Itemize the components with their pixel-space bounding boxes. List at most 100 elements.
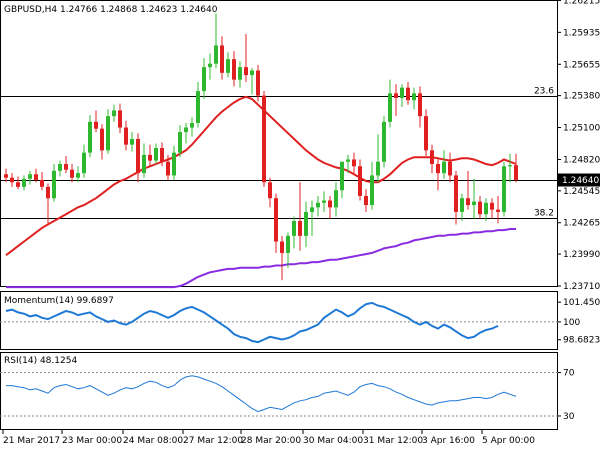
candle <box>82 144 86 178</box>
x-tick-label: 28 Mar 20:00 <box>241 436 301 446</box>
candle <box>490 198 494 219</box>
slow-ma-line <box>6 228 516 289</box>
candle <box>130 132 134 152</box>
candle <box>466 170 470 210</box>
y-tick-label: 1.23990 <box>563 250 600 260</box>
candle <box>304 201 308 248</box>
candle <box>364 189 368 212</box>
y-tick-label: 1.25655 <box>563 60 600 70</box>
momentum-line <box>5 301 499 344</box>
candle <box>178 125 182 158</box>
candle <box>58 160 62 177</box>
y-tick-label: 1.25100 <box>563 124 600 134</box>
rsi-title: RSI(14) 48.1254 <box>4 356 77 366</box>
candle <box>418 86 422 128</box>
candle <box>4 168 8 183</box>
candle <box>394 84 398 117</box>
candle <box>244 34 248 82</box>
candle <box>40 172 44 191</box>
candle <box>478 195 482 219</box>
y-tick-label: 1.24545 <box>563 187 600 197</box>
candle <box>358 159 362 201</box>
candle <box>310 200 314 236</box>
candle <box>184 122 188 144</box>
candle <box>64 156 68 174</box>
candle <box>10 173 14 187</box>
y-tick-label: 98.6823 <box>563 336 600 346</box>
candle <box>202 58 206 100</box>
candle <box>322 191 326 212</box>
candle <box>250 68 254 95</box>
chart-title: GBPUSD,H4 1.24766 1.24868 1.24623 1.2464… <box>4 5 218 15</box>
candle <box>16 176 20 190</box>
candle <box>424 109 428 157</box>
rsi-series <box>6 375 517 413</box>
x-tick-label: 30 Mar 04:00 <box>303 436 363 446</box>
candle <box>220 36 224 80</box>
candle <box>340 161 344 199</box>
candle <box>70 164 74 183</box>
y-tick-label: 30 <box>563 412 575 422</box>
candle <box>412 87 416 110</box>
candle <box>274 193 278 253</box>
candle <box>76 166 80 183</box>
current-price-label: 1.24640 <box>562 176 599 186</box>
y-tick-label: 1.26215 <box>563 0 600 6</box>
candle <box>400 84 404 108</box>
candle <box>382 116 386 168</box>
candle <box>334 182 338 217</box>
current-price-tag: 1.24640 <box>558 173 600 187</box>
candle <box>172 145 176 180</box>
candle <box>124 120 128 151</box>
candle <box>328 195 332 219</box>
candle <box>196 81 200 128</box>
momentum-title: Momentum(14) 99.6897 <box>4 296 114 306</box>
level-label: 23.6 <box>534 87 554 97</box>
candle <box>46 183 50 224</box>
x-tick-label: 27 Mar 12:00 <box>183 436 243 446</box>
x-tick-label: 21 Mar 2017 <box>3 436 60 446</box>
rsi-panel-frame <box>0 352 558 430</box>
candle <box>214 13 218 69</box>
candle <box>268 177 272 208</box>
candle <box>256 64 260 102</box>
candle <box>454 170 458 225</box>
momentum-series <box>5 301 499 344</box>
candle <box>436 159 440 191</box>
candlesticks <box>4 13 518 281</box>
price-axis: 1.26215 1.25935 1.25655 1.25380 1.25100 1.248… <box>558 0 600 292</box>
rsi-reference-lines <box>0 372 558 417</box>
y-tick-label: 70 <box>563 369 575 379</box>
candle <box>190 117 194 137</box>
candle <box>142 143 146 178</box>
y-tick-label: 1.25380 <box>563 92 600 102</box>
candle <box>460 193 464 222</box>
candle <box>346 154 350 174</box>
candle <box>496 195 500 224</box>
candle <box>292 216 296 249</box>
candle <box>88 115 92 158</box>
price-level-lines: 23.6 38.2 <box>0 87 558 219</box>
y-tick-label: 100 <box>563 318 580 328</box>
candle <box>94 110 98 133</box>
candle <box>160 142 164 167</box>
candle <box>502 161 506 217</box>
candle <box>508 153 512 183</box>
candle <box>406 81 410 105</box>
rsi-axis: 70 30 <box>558 369 575 422</box>
candle <box>226 52 230 78</box>
x-tick-label: 24 Mar 08:00 <box>123 436 183 446</box>
candle <box>430 144 434 174</box>
y-tick-label: 1.24265 <box>563 219 600 229</box>
candle <box>100 124 104 160</box>
candle <box>136 133 140 183</box>
candle <box>448 152 452 183</box>
x-tick-label: 31 Mar 12:00 <box>363 436 423 446</box>
main-panel-frame <box>0 0 558 287</box>
candle <box>352 152 356 174</box>
candle <box>388 79 392 128</box>
candle <box>148 144 152 167</box>
y-tick-label: 1.24820 <box>563 155 600 165</box>
